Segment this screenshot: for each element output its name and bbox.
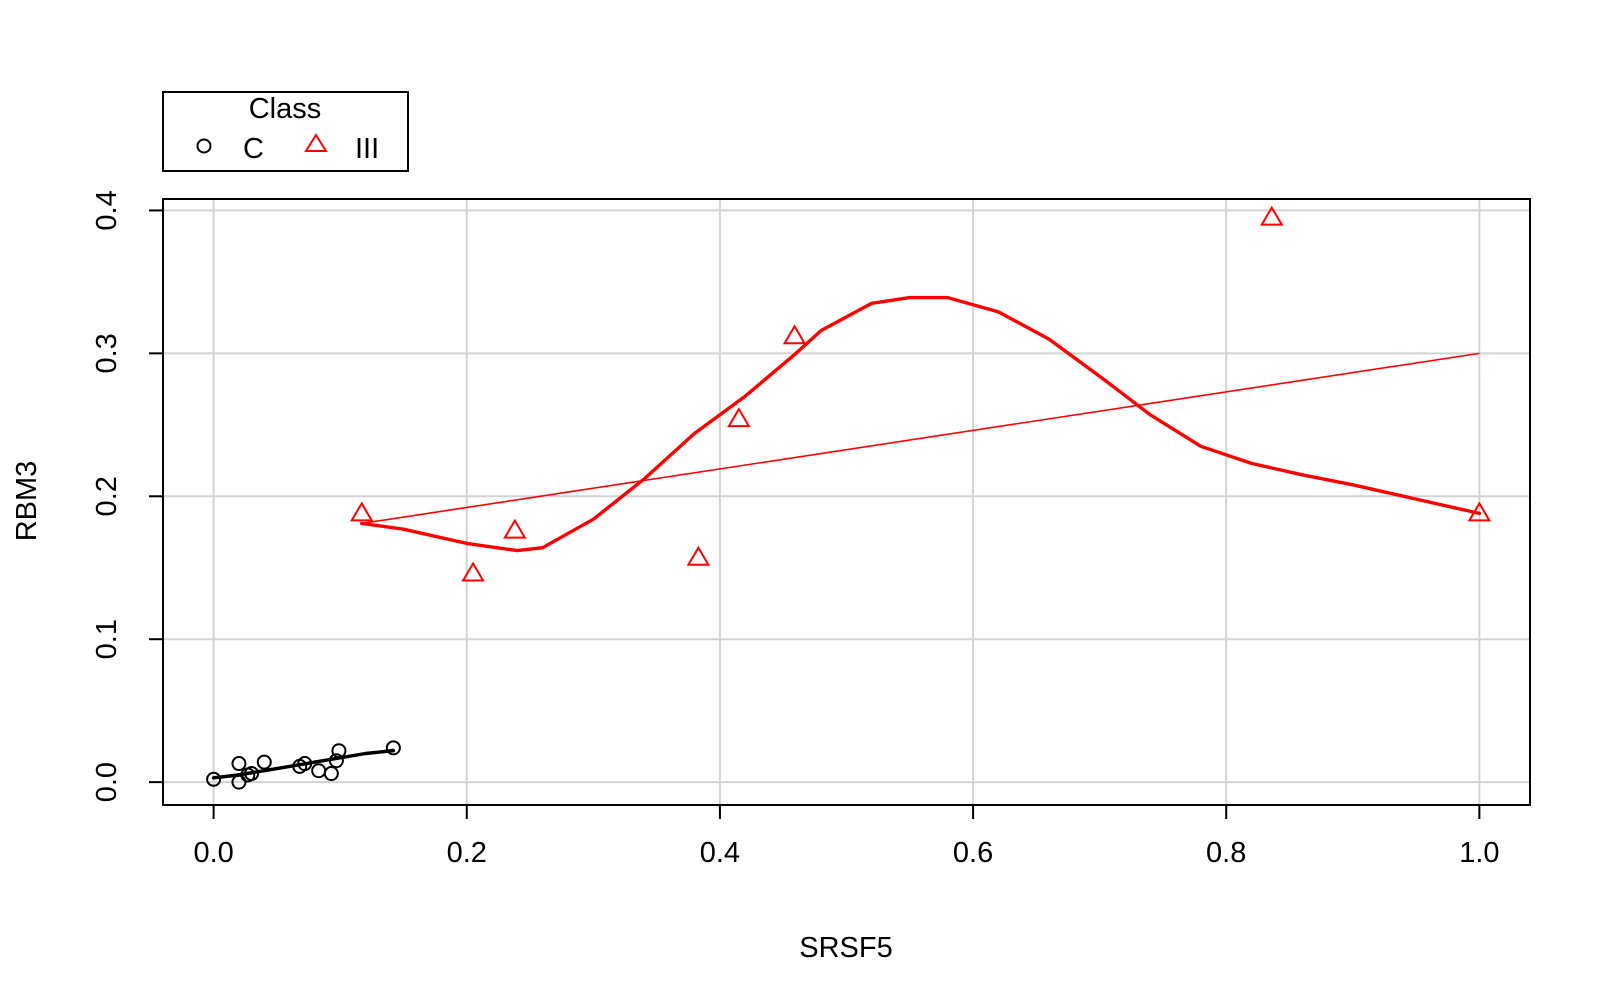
data-point-c: [206, 771, 222, 787]
x-tick-label: 0.0: [193, 837, 233, 869]
data-point-iii: [349, 501, 374, 522]
grid: [163, 199, 1530, 805]
data-point-c: [297, 756, 313, 772]
smooth-fit-iii: [360, 295, 1482, 553]
data-point-c: [328, 753, 344, 769]
x-tick-label: 0.4: [700, 837, 740, 869]
linear-fit-iii: [361, 352, 1480, 525]
x-tick-label: 0.2: [447, 837, 487, 869]
legend-title: Class: [249, 93, 322, 125]
data-point-iii: [686, 545, 711, 566]
x-tick-label: 0.6: [953, 837, 993, 869]
data-point-iii: [782, 324, 807, 345]
series-points: [206, 205, 1492, 790]
legend: Class C III: [162, 91, 409, 172]
data-point-c: [231, 756, 247, 772]
data-point-iii: [1260, 205, 1284, 226]
legend-label-iii: III: [355, 133, 379, 165]
y-tick-label: 0.1: [91, 619, 123, 659]
legend-marker-c: [196, 138, 212, 154]
plot-frame: [162, 198, 1531, 806]
data-point-iii: [461, 561, 485, 582]
data-point-iii: [503, 518, 527, 539]
data-point-c: [385, 740, 401, 756]
data-point-c: [311, 763, 327, 779]
y-tick-label: 0.4: [91, 190, 123, 230]
y-tick-label: 0.0: [91, 762, 123, 802]
data-point-c: [231, 774, 247, 790]
y-tick-label: 0.2: [91, 476, 123, 516]
x-tick-label: 0.8: [1206, 837, 1246, 869]
smooth-fit-c: [211, 749, 396, 780]
legend-marker-iii: [304, 133, 328, 152]
x-axis-label: SRSF5: [799, 932, 892, 964]
y-axis: 0.0 0.1 0.2 0.3 0.4: [91, 190, 164, 802]
legend-box: [162, 91, 409, 172]
series-lines: [211, 295, 1482, 780]
data-point-iii: [1467, 501, 1492, 522]
data-point-c: [244, 766, 260, 782]
data-point-c: [256, 754, 272, 770]
data-point-c: [323, 766, 339, 782]
legend-label-c: C: [243, 133, 264, 165]
y-axis-label: RBM3: [11, 461, 43, 542]
y-tick-label: 0.3: [91, 333, 123, 373]
data-point-c: [331, 743, 347, 759]
x-axis: 0.0 0.2 0.4 0.6 0.8 1.0: [193, 804, 1500, 869]
x-tick-label: 1.0: [1459, 837, 1499, 869]
data-point-iii: [727, 407, 751, 428]
